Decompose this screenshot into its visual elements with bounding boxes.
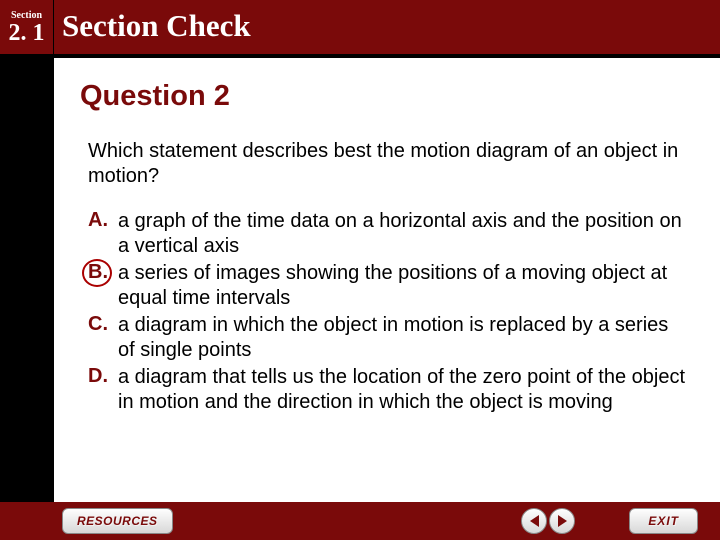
arrow-left-icon [530,515,539,527]
left-strip [0,58,54,502]
section-label: Section [11,10,42,21]
option-letter: D. [88,365,118,388]
prev-button[interactable] [521,508,547,534]
option-text: a series of images showing the positions… [118,261,686,311]
section-number: 2. 1 [9,21,45,45]
option-letter: B. [88,261,118,284]
next-button[interactable] [549,508,575,534]
arrow-right-icon [558,515,567,527]
option-letter: C. [88,313,118,336]
question-title: Question 2 [80,80,686,113]
option-c[interactable]: C. a diagram in which the object in moti… [88,313,686,363]
option-letter: A. [88,209,118,232]
page-title: Section Check [62,8,251,44]
options-list: A. a graph of the time data on a horizon… [80,209,686,415]
footer-bar: RESOURCES EXIT [0,502,720,540]
resources-button[interactable]: RESOURCES [62,508,173,534]
option-a[interactable]: A. a graph of the time data on a horizon… [88,209,686,259]
section-badge: Section 2. 1 [0,0,54,54]
header-bar: Section 2. 1 Section Check [0,0,720,54]
option-b[interactable]: B. a series of images showing the positi… [88,261,686,311]
option-d[interactable]: D. a diagram that tells us the location … [88,365,686,415]
option-text: a graph of the time data on a horizontal… [118,209,686,259]
exit-button[interactable]: EXIT [629,508,698,534]
option-text: a diagram in which the object in motion … [118,313,686,363]
main-panel: Question 2 Which statement describes bes… [54,58,720,502]
nav-controls [521,508,575,534]
question-text: Which statement describes best the motio… [80,139,686,189]
option-text: a diagram that tells us the location of … [118,365,686,415]
